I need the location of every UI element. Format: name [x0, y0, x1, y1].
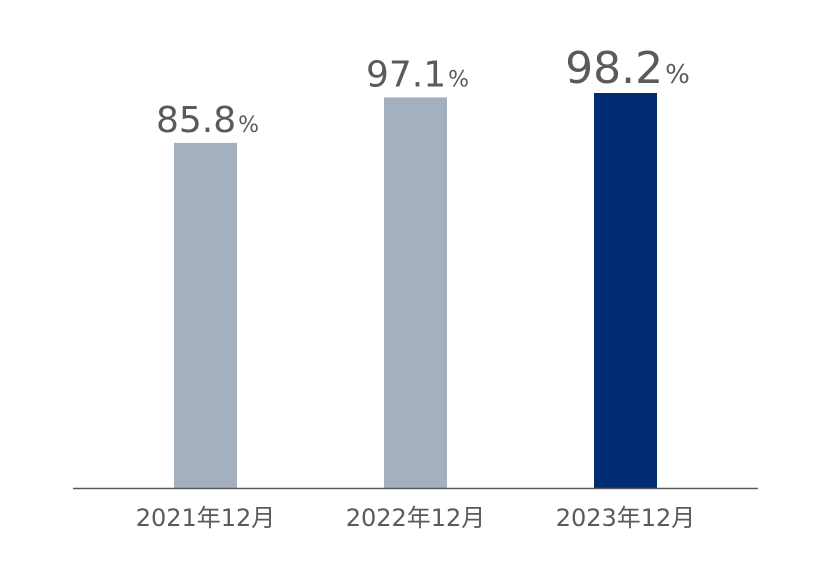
value-unit: % [448, 67, 469, 92]
value-label-1: 85.8% [156, 100, 259, 141]
bar-3 [594, 93, 657, 488]
x-tick-label-2: 2022年12月 [346, 504, 486, 532]
value-label-3: 98.2% [565, 43, 690, 94]
value-number: 97.1 [366, 54, 446, 95]
value-labels-layer: 85.8%97.1% 98.2% [156, 43, 690, 141]
bar-1 [174, 142, 237, 488]
x-tick-label-1: 2021年12月 [136, 504, 276, 532]
x-tick-label-3: 2023年12月 [556, 504, 696, 532]
value-number: 98.2 [565, 43, 663, 94]
value-unit: % [238, 113, 259, 138]
value-label-2: 97.1% [366, 54, 469, 95]
x-tick-labels-layer: 2021年12月 2022年12月 2023年12月 [136, 504, 696, 532]
value-unit: % [665, 60, 690, 90]
bar-2 [384, 97, 447, 488]
value-number: 85.8 [156, 100, 236, 141]
bars-layer [174, 93, 657, 488]
